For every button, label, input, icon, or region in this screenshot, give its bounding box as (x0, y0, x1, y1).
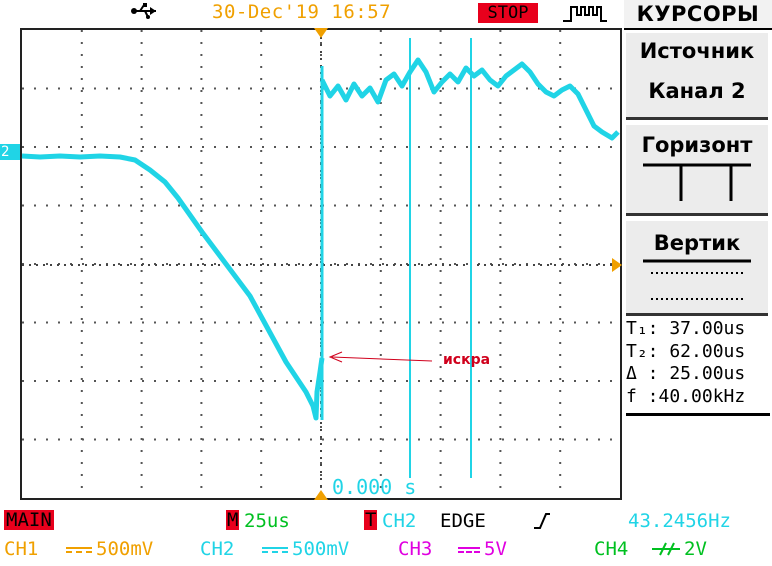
ch4-scale: 2V (684, 538, 707, 560)
channel-2-trace-after (319, 57, 620, 141)
time-offset-readout: 0.000 s (332, 475, 417, 499)
trigger-level-marker (612, 258, 622, 272)
cursor-frequency-value: f :40.00kHz (626, 385, 746, 407)
cursor-t1-value: T₁: 37.00us (626, 318, 746, 339)
ch1-scale: 500mV (96, 538, 154, 560)
timebase-value: 25us (244, 510, 290, 532)
channel-2-level-marker: 2 (0, 144, 20, 160)
trigger-position-marker-bottom (314, 490, 328, 500)
trigger-waveform-icon (563, 6, 607, 22)
annotation-arrow-head (328, 351, 343, 363)
cursor-t2-value: T₂: 62.00us (626, 340, 746, 362)
ch2-scale: 500mV (292, 538, 350, 560)
ch4-ground-coupling-icon (652, 542, 680, 556)
datetime-readout: 30-Dec'19 16:57 (212, 1, 392, 23)
source-label: Источник (639, 39, 755, 63)
timebase-badge: M (226, 509, 240, 531)
vertical-cursor-pair-icon (643, 163, 751, 201)
trigger-badge: T (364, 509, 378, 531)
vertical-label: Вертик (653, 231, 741, 255)
usb-icon (131, 3, 156, 19)
ch3-scale: 5V (484, 538, 507, 560)
horizontal-cursor-pair-icon (643, 259, 751, 300)
ch1-dc-coupling-icon (66, 547, 92, 553)
spark-annotation: искра (443, 352, 491, 368)
horizontal-label: Горизонт (641, 133, 753, 157)
run-state-badge: STOP (478, 3, 538, 23)
source-value: Канал 2 (648, 79, 746, 103)
trigger-source: CH2 (382, 510, 417, 532)
ch4-name[interactable]: CH4 (594, 538, 629, 560)
cursor-readouts: T₁: 37.00us T₂: 62.00us Δ : 25.00us f :4… (626, 318, 770, 408)
timebase-bar: MAIN M 25us T CH2 EDGE 43.2456Hz (0, 510, 772, 532)
ch1-name[interactable]: CH1 (4, 538, 39, 560)
vertical-cursors-button[interactable]: Вертик (626, 218, 768, 316)
menu-title: КУРСОРЫ (624, 0, 772, 30)
cursor-delta-value: Δ : 25.00us (626, 363, 746, 384)
rising-edge-icon (534, 513, 550, 529)
ch3-dc-coupling-icon (458, 547, 480, 553)
horizontal-cursors-button[interactable]: Горизонт (626, 122, 768, 216)
channel-2-trace (21, 153, 325, 421)
ch3-name[interactable]: CH3 (398, 538, 433, 560)
annotation-arrow-line (331, 356, 433, 362)
trigger-frequency: 43.2456Hz (628, 510, 731, 532)
trigger-type: EDGE (440, 510, 486, 532)
ch2-dc-coupling-icon (262, 547, 288, 553)
cursor-readouts-divider (626, 413, 770, 416)
source-button[interactable]: Источник Канал 2 (626, 30, 768, 120)
ch2-name[interactable]: CH2 (200, 538, 235, 560)
trigger-position-marker-top (314, 28, 328, 38)
main-timebase-badge[interactable]: MAIN (4, 509, 54, 531)
channel-scales-bar: CH1 500mV CH2 500mV CH3 5V CH4 2V (0, 538, 772, 562)
